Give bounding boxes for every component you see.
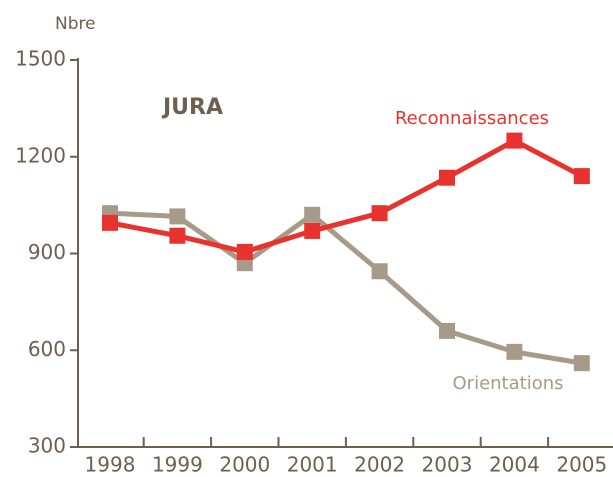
- y-axis-label: Nbre: [55, 14, 96, 34]
- x-tick-label: 2002: [354, 453, 405, 477]
- point: [371, 205, 388, 222]
- point: [573, 355, 590, 372]
- point: [506, 132, 523, 149]
- point: [439, 169, 455, 186]
- x-tick-label: 1999: [152, 453, 203, 477]
- point: [169, 208, 186, 225]
- point: [304, 206, 321, 223]
- series-label: Reconnaissances: [395, 108, 549, 129]
- point: [506, 343, 523, 360]
- series-label: Orientations: [453, 373, 564, 394]
- y-tick-label: 600: [28, 337, 66, 361]
- y-tick-label: 1200: [15, 143, 66, 167]
- x-tick-label: 2005: [556, 453, 607, 477]
- point: [169, 227, 186, 244]
- point: [236, 243, 253, 260]
- y-tick-label: 300: [28, 434, 66, 458]
- x-tick-label: 2000: [219, 453, 270, 477]
- x-tick-label: 1998: [85, 453, 136, 477]
- y-tick-label: 900: [28, 240, 66, 264]
- series-line: [109, 210, 583, 366]
- y-tick-label: 1500: [15, 47, 66, 71]
- point: [102, 214, 118, 231]
- point: [439, 322, 455, 339]
- x-tick-label: 2004: [489, 453, 540, 477]
- point: [371, 263, 388, 280]
- x-tick-label: 2001: [287, 453, 338, 477]
- chart-title: JURA: [161, 95, 223, 120]
- point: [304, 222, 321, 239]
- series-line: [109, 138, 583, 255]
- x-tick-label: 2003: [422, 453, 473, 477]
- point: [573, 168, 590, 185]
